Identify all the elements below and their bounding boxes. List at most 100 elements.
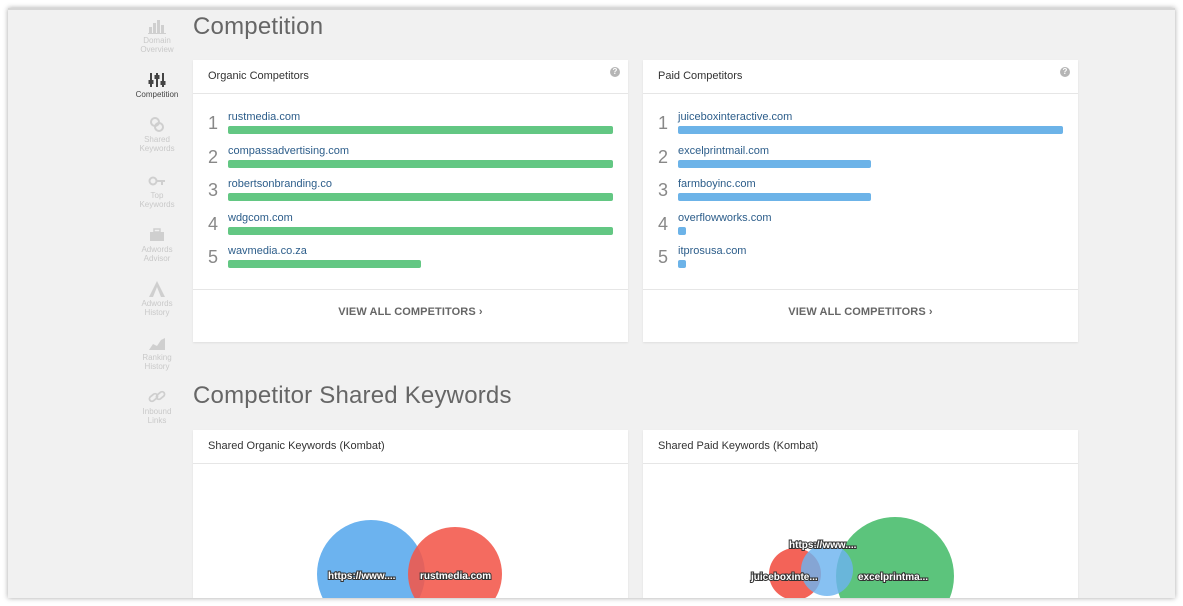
app-frame: Domain Overview Competition Shared Keywo…	[8, 8, 1175, 598]
competitor-row: 3 robertsonbranding.co	[193, 175, 628, 205]
competitor-row: 4 overflowworks.com	[643, 209, 1078, 239]
sidebar-item-competition[interactable]: Competition	[130, 72, 184, 99]
competitor-link[interactable]: compassadvertising.com	[228, 144, 350, 157]
sidebar-item-label: Competition	[135, 90, 179, 99]
competitor-bar-track	[228, 260, 613, 268]
sliders-icon	[130, 72, 184, 88]
briefcase-icon	[130, 227, 184, 243]
competitor-row: 5 itprosusa.com	[643, 242, 1078, 272]
venn-circle-excelprintmail[interactable]	[836, 517, 954, 598]
card-title: Paid Competitors	[658, 70, 743, 82]
competitor-rank: 4	[658, 213, 669, 234]
chain-link-icon	[130, 389, 184, 405]
sidebar-item-inbound-links[interactable]: Inbound Links	[130, 389, 184, 425]
paid-competitors-card: Paid Competitors ? 1 juiceboxinteractive.…	[643, 60, 1078, 342]
card-header: Shared Organic Keywords (Kombat)	[193, 430, 628, 464]
card-header: Paid Competitors ?	[643, 60, 1078, 94]
competitor-bar-track	[678, 159, 1063, 168]
organic-venn-diagram: https://www.... rustmedia.com	[317, 520, 502, 598]
competition-title: Competition	[193, 13, 324, 40]
competitor-bar	[678, 260, 686, 268]
venn-circle-you[interactable]	[317, 520, 425, 598]
competitor-rank: 3	[208, 180, 219, 200]
competitor-row: 4 wdgcom.com	[193, 209, 628, 239]
competitor-bar-track	[678, 126, 1063, 134]
sidebar-item-adwords-advisor[interactable]: Adwords Advisor	[130, 227, 184, 263]
competitor-link[interactable]: itprosusa.com	[678, 245, 747, 257]
competitor-rank: 2	[658, 146, 669, 167]
competitor-bar-track	[678, 260, 1063, 268]
card-footer: VIEW ALL COMPETITORS ›	[193, 289, 628, 342]
competitor-bar-track	[228, 193, 613, 201]
sidebar-item-label: Adwords History	[141, 299, 173, 317]
venn-label: https://www....	[328, 571, 396, 582]
paid-venn-diagram: https://www.... juiceboxinte... excelpri…	[749, 517, 954, 598]
sidebar-item-label: Top Keywords	[139, 191, 175, 209]
competitor-rank: 3	[658, 180, 669, 200]
competitor-bar-track	[678, 193, 1063, 201]
venn-label: juiceboxinte...	[750, 572, 818, 583]
competitor-bar	[678, 126, 1063, 134]
competitor-bar-track	[228, 159, 613, 168]
card-header: Organic Competitors ?	[193, 60, 628, 94]
shared-keywords-title: Competitor Shared Keywords	[193, 382, 512, 409]
competitor-bar	[228, 126, 613, 134]
competitor-link[interactable]: robertsonbranding.co	[228, 178, 332, 190]
competitor-link[interactable]: overflowworks.com	[678, 211, 772, 224]
card-header: Shared Paid Keywords (Kombat)	[643, 430, 1078, 464]
competitor-bar	[228, 159, 613, 168]
sidebar-item-domain-overview[interactable]: Domain Overview	[130, 18, 184, 54]
competitor-link[interactable]: wavmedia.co.za	[228, 245, 307, 257]
shared-paid-keywords-card: Shared Paid Keywords (Kombat) https://ww…	[643, 430, 1078, 598]
sidebar-item-top-keywords[interactable]: Top Keywords	[130, 173, 184, 209]
competitor-rank: 5	[658, 247, 669, 267]
help-icon[interactable]: ?	[610, 67, 620, 77]
competitor-link[interactable]: juiceboxinteractive.com	[678, 111, 793, 123]
view-all-paid-competitors-link[interactable]: VIEW ALL COMPETITORS ›	[788, 306, 933, 318]
bar-chart-icon	[130, 18, 184, 34]
competitor-rank: 1	[658, 113, 669, 133]
sidebar-item-label: Shared Keywords	[139, 135, 175, 153]
competitor-bar	[228, 226, 613, 235]
competitor-link[interactable]: wdgcom.com	[228, 211, 293, 224]
competitor-bar	[228, 193, 613, 201]
view-all-organic-competitors-link[interactable]: VIEW ALL COMPETITORS ›	[338, 306, 483, 318]
card-title: Organic Competitors	[208, 70, 309, 82]
sidebar-item-label: Domain Overview	[140, 36, 174, 54]
competitor-row: 2 excelprintmail.com	[643, 142, 1078, 172]
competitor-link[interactable]: farmboyinc.com	[678, 178, 756, 190]
competitor-row: 1 juiceboxinteractive.com	[643, 108, 1078, 138]
sidebar-item-shared-keywords[interactable]: Shared Keywords	[130, 117, 184, 153]
competitor-row: 5 wavmedia.co.za	[193, 242, 628, 272]
adwords-icon	[130, 281, 184, 297]
venn-label: excelprintma...	[858, 572, 928, 583]
area-chart-icon	[130, 335, 184, 351]
organic-competitors-card: Organic Competitors ? 1 rustmedia.com 2 com…	[193, 60, 628, 342]
venn-circle-you[interactable]	[801, 544, 853, 596]
competitor-row: 2 compassadvertising.com	[193, 142, 628, 172]
sidebar-item-ranking-history[interactable]: Ranking History	[130, 335, 184, 371]
competitor-rank: 4	[208, 213, 219, 234]
competitor-rank: 2	[208, 146, 219, 167]
help-icon[interactable]: ?	[1060, 67, 1070, 77]
competitor-bar-track	[228, 226, 613, 235]
competitor-bar	[678, 226, 686, 235]
competitor-bar	[678, 159, 871, 168]
sidebar-item-adwords-history[interactable]: Adwords History	[130, 281, 184, 317]
key-icon	[130, 173, 184, 189]
shared-organic-keywords-card: Shared Organic Keywords (Kombat) https:/…	[193, 430, 628, 598]
sidebar-item-label: Ranking History	[142, 353, 172, 371]
card-title: Shared Organic Keywords (Kombat)	[208, 440, 385, 452]
venn-label: rustmedia.com	[420, 571, 491, 582]
competitor-link[interactable]: excelprintmail.com	[678, 144, 770, 157]
venn-circle-rustmedia[interactable]	[408, 527, 502, 598]
competitor-rank: 1	[208, 113, 219, 133]
competitor-bar	[228, 260, 421, 268]
competitor-bar	[678, 193, 871, 201]
card-title: Shared Paid Keywords (Kombat)	[658, 440, 819, 452]
competitor-rank: 5	[208, 247, 219, 267]
competitor-link[interactable]: rustmedia.com	[228, 111, 301, 123]
sidebar-item-label: Adwords Advisor	[141, 245, 173, 263]
link-rings-icon	[130, 117, 184, 133]
competitor-row: 1 rustmedia.com	[193, 108, 628, 138]
